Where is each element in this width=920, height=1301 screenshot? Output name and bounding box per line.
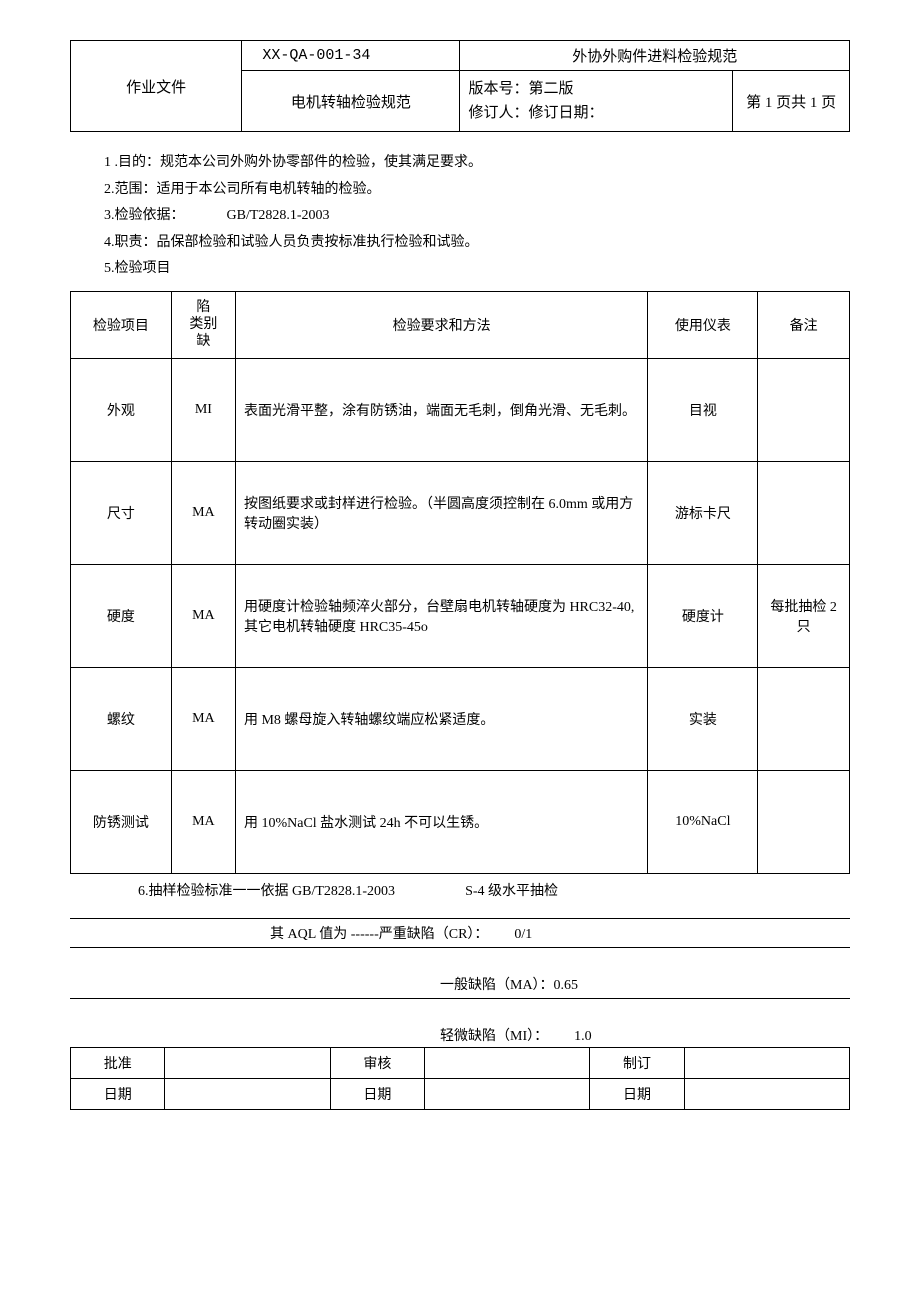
inspection-table: 检验项目 陷类别缺 检验要求和方法 使用仪表 备注 外观 MI 表面光滑平整，涂… xyxy=(70,291,850,874)
cell-instrument: 实装 xyxy=(648,668,758,771)
intro-l3a: 3.检验依据： xyxy=(104,208,185,223)
doc-category: 外协外购件进料检验规范 xyxy=(460,41,850,71)
cell-method: 按图纸要求或封样进行检验。（半圆高度须控制在 6.0mm 或用方转动圈实装） xyxy=(235,462,647,565)
signature-table: 批准 审核 制订 日期 日期 日期 xyxy=(70,1047,850,1110)
cell-instrument: 硬度计 xyxy=(648,565,758,668)
th-remark: 备注 xyxy=(758,291,850,358)
aql-ma: 一般缺陷（MA）：0.65 xyxy=(440,978,578,993)
cell-instrument: 游标卡尺 xyxy=(648,462,758,565)
sig-date2-label: 日期 xyxy=(330,1079,424,1110)
cell-remark: 每批抽检 2 只 xyxy=(758,565,850,668)
cell-remark xyxy=(758,462,850,565)
sig-date1-value xyxy=(165,1079,330,1110)
table-row: 防锈测试 MA 用 10%NaCl 盐水测试 24h 不可以生锈。 10%NaC… xyxy=(71,771,850,874)
table-row: 外观 MI 表面光滑平整，涂有防锈油，端面无毛刺，倒角光滑、无毛刺。 目视 xyxy=(71,359,850,462)
sampling-level: S-4 级水平抽检 xyxy=(465,884,558,899)
intro-l4: 4.职责：品保部检验和试验人员负责按标准执行检验和试验。 xyxy=(104,230,850,257)
cell-item: 螺纹 xyxy=(71,668,172,771)
cell-defect: MA xyxy=(171,565,235,668)
doc-title: 作业文件 xyxy=(71,41,242,132)
cell-item: 硬度 xyxy=(71,565,172,668)
version-line2: 修订人：修订日期： xyxy=(468,101,724,125)
aql-mi-line: 轻微缺陷（MI）： 1.0 xyxy=(70,1025,850,1045)
sig-approve-label: 批准 xyxy=(71,1048,165,1079)
intro-l2: 2.范围：适用于本公司所有电机转轴的检验。 xyxy=(104,177,850,204)
cell-instrument: 目视 xyxy=(648,359,758,462)
cell-method: 表面光滑平整，涂有防锈油，端面无毛刺，倒角光滑、无毛刺。 xyxy=(235,359,647,462)
cell-defect: MA xyxy=(171,771,235,874)
cell-instrument: 10%NaCl xyxy=(648,771,758,874)
cell-method: 用 10%NaCl 盐水测试 24h 不可以生锈。 xyxy=(235,771,647,874)
cell-defect: MI xyxy=(171,359,235,462)
cell-item: 防锈测试 xyxy=(71,771,172,874)
aql-cr-val: 0/1 xyxy=(514,927,532,942)
aql-cr-line: 其 AQL 值为 ------严重缺陷（CR）： 0/1 xyxy=(70,918,850,948)
cell-method: 用 M8 螺母旋入转轴螺纹端应松紧适度。 xyxy=(235,668,647,771)
sampling-text: 6.抽样检验标准一一依据 GB/T2828.1-2003 xyxy=(138,884,395,899)
sig-date3-value xyxy=(684,1079,849,1110)
sig-review-value xyxy=(425,1048,590,1079)
sampling-line: 6.抽样检验标准一一依据 GB/T2828.1-2003 S-4 级水平抽检 xyxy=(138,880,850,900)
sig-review-label: 审核 xyxy=(330,1048,424,1079)
sig-prepare-value xyxy=(684,1048,849,1079)
cell-method: 用硬度计检验轴频淬火部分，台壁扇电机转轴硬度为 HRC32-40,其它电机转轴硬… xyxy=(235,565,647,668)
cell-remark xyxy=(758,359,850,462)
sig-row-2: 日期 日期 日期 xyxy=(71,1079,850,1110)
aql-ma-line: 一般缺陷（MA）：0.65 xyxy=(70,974,850,999)
th-instrument: 使用仪表 xyxy=(648,291,758,358)
version-info: 版本号：第二版 修订人：修订日期： xyxy=(460,71,733,132)
cell-remark xyxy=(758,668,850,771)
cell-item: 尺寸 xyxy=(71,462,172,565)
doc-code: XX-QA-001-34 xyxy=(242,41,460,71)
aql-prefix: 其 AQL 值为 ------严重缺陷（CR）： xyxy=(270,927,488,942)
version-line1: 版本号：第二版 xyxy=(468,77,724,101)
intro-l3b: GB/T2828.1-2003 xyxy=(227,208,330,223)
aql-mi: 轻微缺陷（MI）： xyxy=(440,1029,548,1044)
table-row: 硬度 MA 用硬度计检验轴频淬火部分，台壁扇电机转轴硬度为 HRC32-40,其… xyxy=(71,565,850,668)
intro-l3: 3.检验依据： GB/T2828.1-2003 xyxy=(104,203,850,230)
th-defect: 陷类别缺 xyxy=(171,291,235,358)
sig-approve-value xyxy=(165,1048,330,1079)
th-item: 检验项目 xyxy=(71,291,172,358)
sig-date1-label: 日期 xyxy=(71,1079,165,1110)
doc-subtitle: 电机转轴检验规范 xyxy=(242,71,460,132)
table-row: 尺寸 MA 按图纸要求或封样进行检验。（半圆高度须控制在 6.0mm 或用方转动… xyxy=(71,462,850,565)
sig-prepare-label: 制订 xyxy=(590,1048,684,1079)
header-table: 作业文件 XX-QA-001-34 外协外购件进料检验规范 电机转轴检验规范 版… xyxy=(70,40,850,132)
cell-defect: MA xyxy=(171,668,235,771)
cell-item: 外观 xyxy=(71,359,172,462)
cell-remark xyxy=(758,771,850,874)
sig-date2-value xyxy=(425,1079,590,1110)
intro-l1: 1 .目的：规范本公司外购外协零部件的检验，使其满足要求。 xyxy=(104,150,850,177)
sig-date3-label: 日期 xyxy=(590,1079,684,1110)
th-method: 检验要求和方法 xyxy=(235,291,647,358)
intro-l5: 5.检验项目 xyxy=(104,256,850,283)
aql-mi-val: 1.0 xyxy=(574,1029,592,1044)
table-row: 螺纹 MA 用 M8 螺母旋入转轴螺纹端应松紧适度。 实装 xyxy=(71,668,850,771)
intro-section: 1 .目的：规范本公司外购外协零部件的检验，使其满足要求。 2.范围：适用于本公… xyxy=(104,150,850,283)
page-info: 第 1 页共 1 页 xyxy=(733,71,850,132)
sig-row-1: 批准 审核 制订 xyxy=(71,1048,850,1079)
table-header-row: 检验项目 陷类别缺 检验要求和方法 使用仪表 备注 xyxy=(71,291,850,358)
cell-defect: MA xyxy=(171,462,235,565)
